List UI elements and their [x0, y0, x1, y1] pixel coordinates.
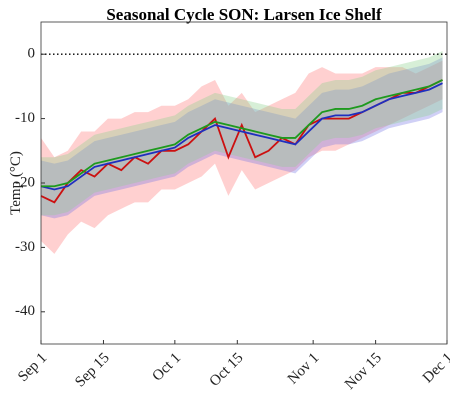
x-tick-label: Dec 1: [420, 350, 450, 386]
chart-title: Seasonal Cycle SON: Larsen Ice Shelf: [106, 5, 382, 24]
x-tick-label: Nov 15: [342, 350, 385, 393]
x-tick-label: Oct 15: [207, 350, 247, 390]
x-tick-label: Nov 1: [285, 350, 323, 388]
y-tick-label: -10: [15, 110, 35, 126]
y-tick-label: 0: [28, 46, 36, 62]
line: [41, 79, 443, 188]
x-tick-label: Oct 1: [150, 350, 185, 385]
band: [41, 50, 443, 216]
y-tick-label: -20: [15, 174, 35, 190]
y-tick-label: -30: [15, 239, 35, 255]
x-tick-label: Sep 15: [72, 350, 112, 390]
band: [41, 57, 443, 219]
x-tick-label: Sep 1: [15, 350, 50, 385]
line: [40, 82, 443, 191]
y-tick-label: -40: [15, 303, 35, 319]
y-axis-label: Temp (°C): [8, 151, 24, 215]
